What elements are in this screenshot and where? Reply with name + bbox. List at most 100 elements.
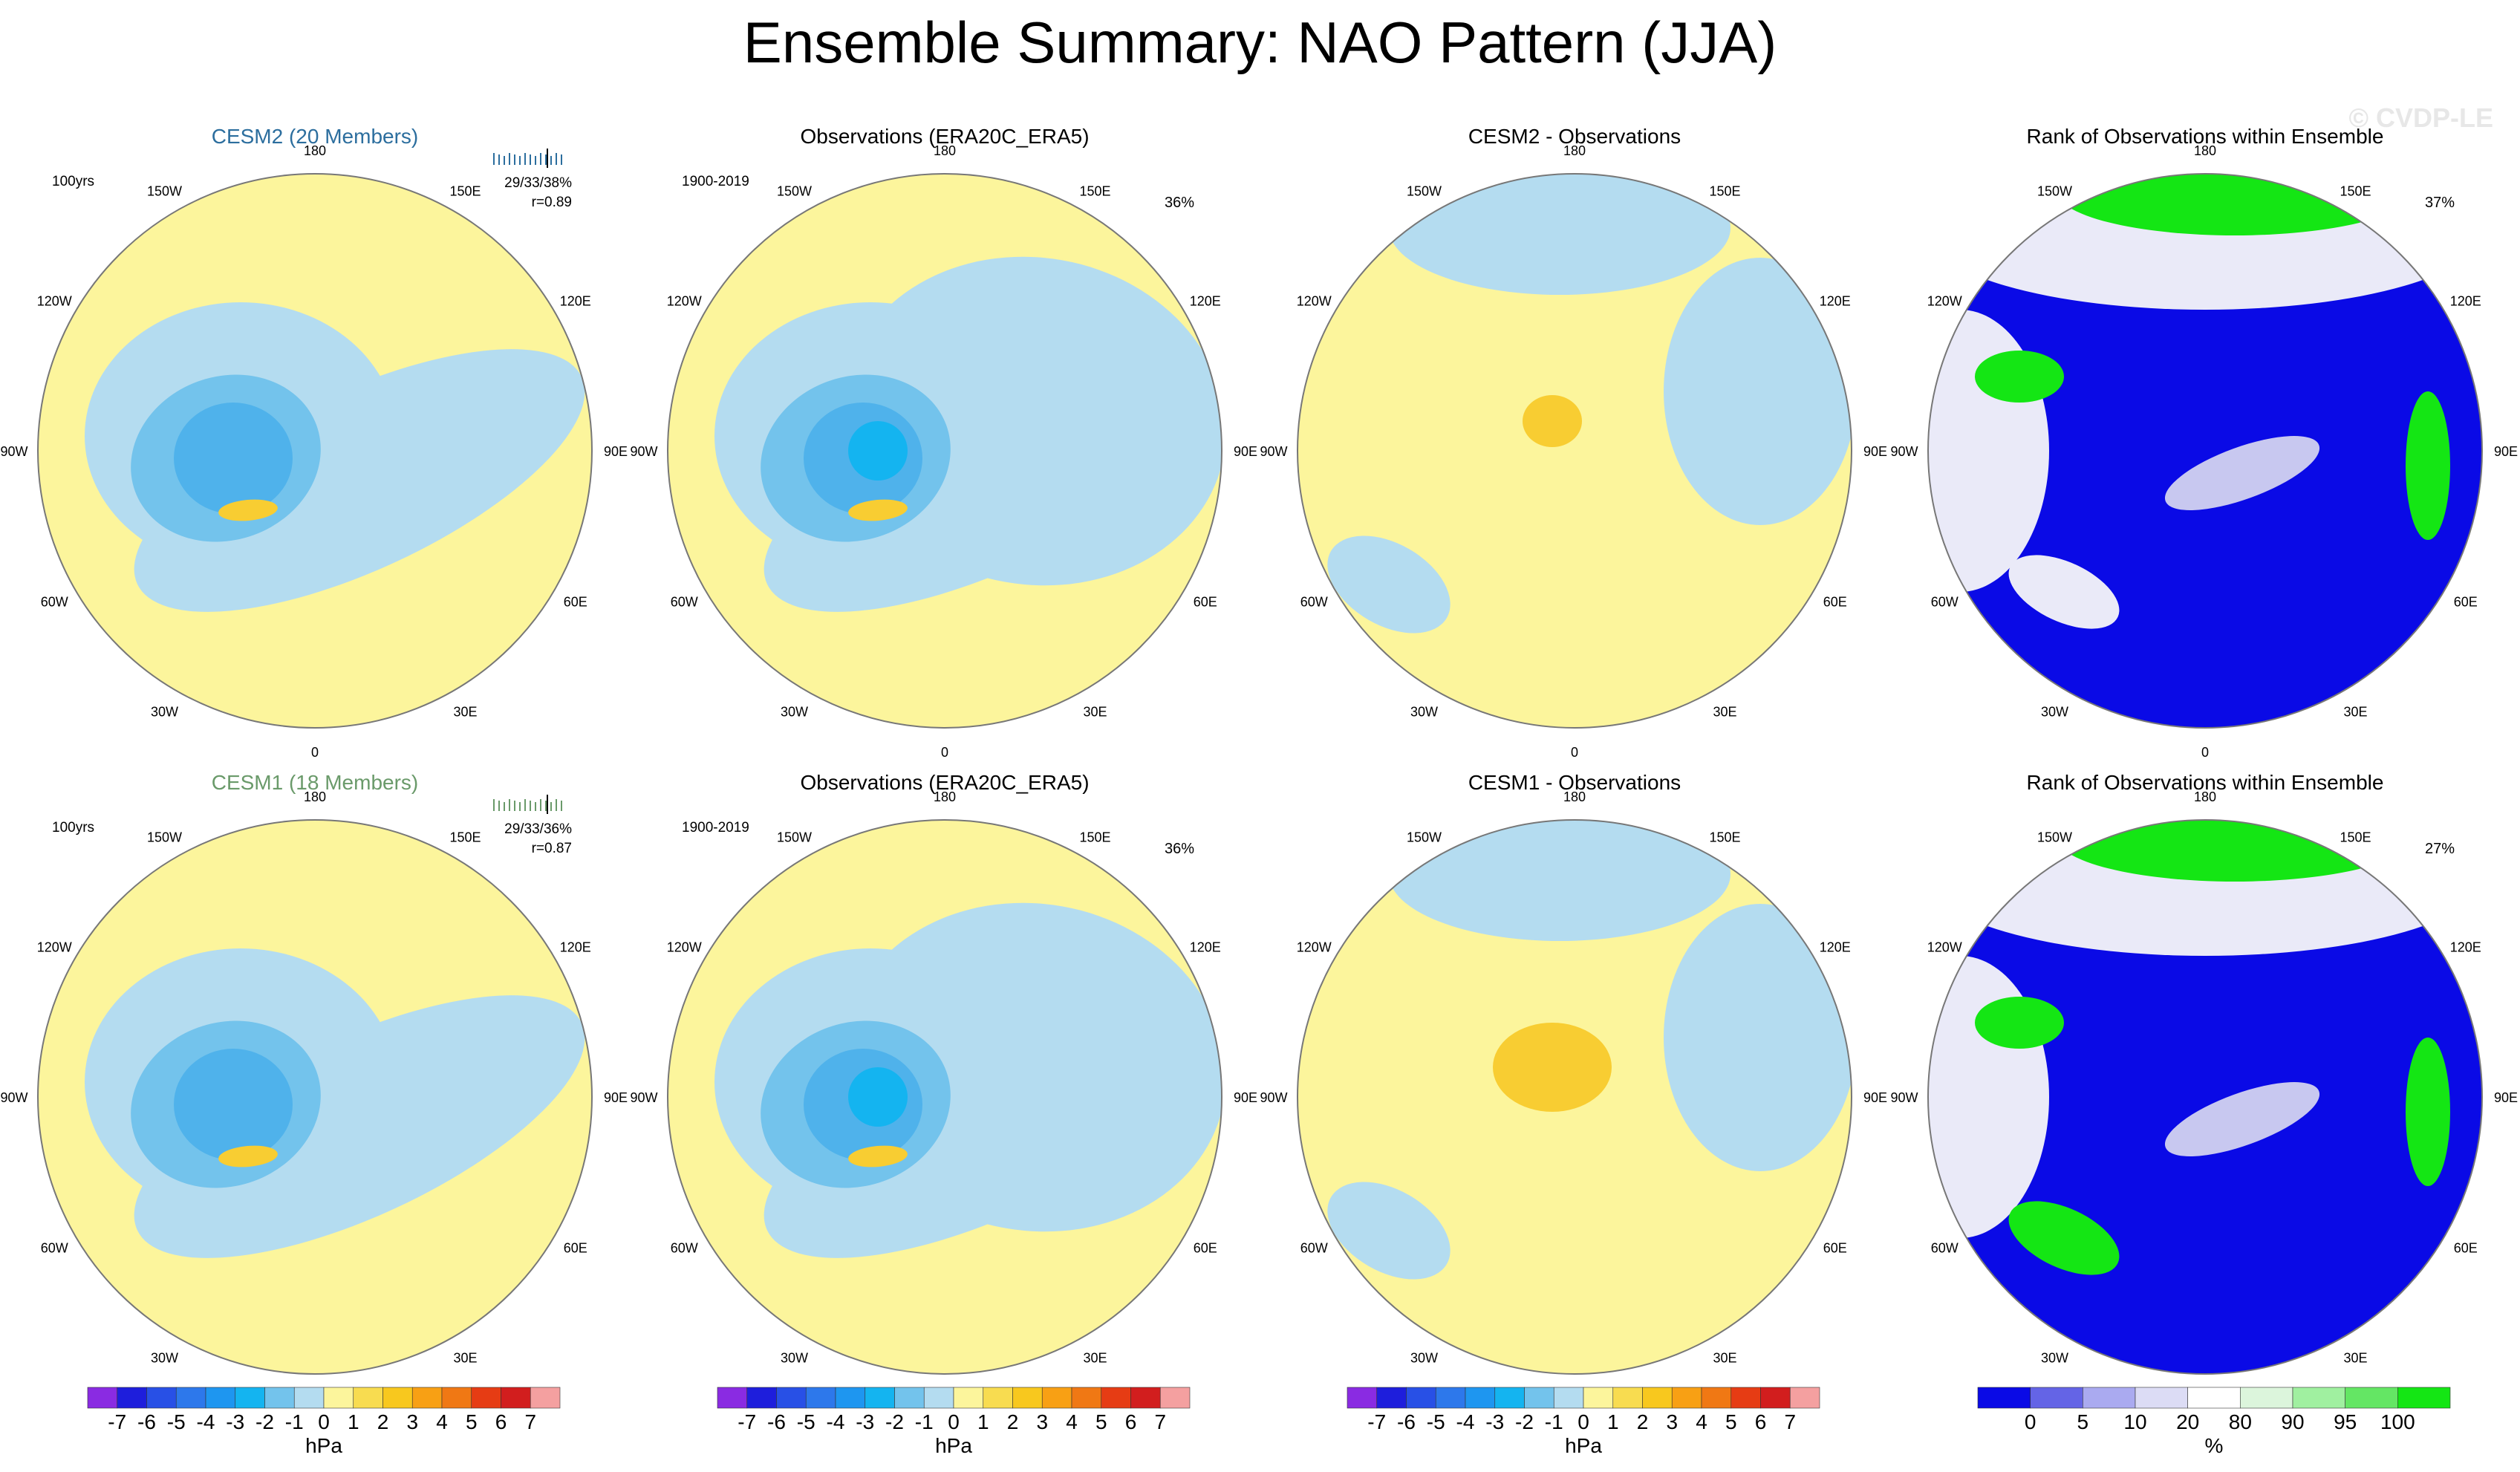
- colorbar-tick-label: 5: [466, 1410, 478, 1433]
- colorbar: -7 -6 -5 -4 -3 -2 -1 0 1 2 3 4 5 6 7 hPa: [630, 1383, 1260, 1457]
- longitude-label: 150E: [1709, 830, 1740, 844]
- longitude-label: 120E: [1190, 940, 1221, 955]
- map-panel: 180 150E 120E 90E 60E 30E 0 30W 60W 90W 120W 150W Ob…: [630, 111, 1260, 758]
- colorbar-unit: %: [2205, 1434, 2224, 1457]
- longitude-label: 120W: [1927, 294, 1962, 309]
- colorbar-tick-label: 1: [1607, 1410, 1619, 1433]
- longitude-label: 60W: [671, 595, 698, 610]
- colorbar-swatch: [1671, 1387, 1702, 1409]
- map-boundary: [37, 819, 593, 1375]
- longitude-label: 120E: [560, 940, 591, 955]
- longitude-label: 120E: [1820, 294, 1851, 309]
- longitude-label: 180: [934, 143, 956, 158]
- longitude-label: 30E: [2343, 1351, 2367, 1366]
- longitude-label: 150E: [449, 830, 481, 844]
- longitude-label: 120W: [667, 294, 702, 309]
- colorbar-swatch: [1012, 1387, 1043, 1409]
- colorbar-swatch: [2135, 1387, 2188, 1409]
- negative-region: [1664, 904, 1852, 1171]
- colorbar-swatch: [983, 1387, 1013, 1409]
- map-boundary: [1927, 173, 2483, 729]
- positive-anomaly: [1523, 395, 1582, 447]
- colorbar-swatch: [1465, 1387, 1496, 1409]
- longitude-label: 150W: [777, 183, 812, 198]
- colorbar-swatch: [146, 1387, 177, 1409]
- low-core: [848, 421, 908, 481]
- colorbar-swatch: [923, 1387, 954, 1409]
- colorbar-tick-label: -1: [1545, 1410, 1563, 1433]
- panel-title: CESM1 - Observations: [1468, 771, 1681, 794]
- longitude-label: 120E: [1190, 294, 1221, 309]
- rank-high-region: [1975, 997, 2064, 1049]
- longitude-label: 30W: [151, 1351, 178, 1366]
- colorbar-tick-label: -6: [137, 1410, 156, 1433]
- colorbar: -7 -6 -5 -4 -3 -2 -1 0 1 2 3 4 5 6 7 hPa: [0, 1383, 630, 1457]
- map-boundary: [1297, 819, 1852, 1375]
- map-panel: 180 150E 120E 90E 60E 30E 0 30W 60W 90W 120W 150W CE…: [0, 111, 630, 758]
- longitude-label: 180: [2194, 789, 2216, 804]
- longitude-label: 60W: [41, 595, 68, 610]
- colorbar-swatch: [1553, 1387, 1584, 1409]
- colorbar-swatch: [293, 1387, 325, 1409]
- colorbar-swatch: [1435, 1387, 1466, 1409]
- rank-mid-region: [2164, 436, 2320, 510]
- colorbar-tick-label: 0: [2025, 1410, 2036, 1433]
- colorbar-tick-label: 4: [1066, 1410, 1078, 1433]
- longitude-label: 60E: [2454, 595, 2478, 610]
- colorbar-swatch: [1101, 1387, 1131, 1409]
- colorbar-swatch: [471, 1387, 501, 1409]
- map-boundary: [667, 173, 1222, 729]
- longitude-label: 150E: [1079, 830, 1110, 844]
- longitude-label: 90E: [1234, 444, 1257, 459]
- longitude-label: 30E: [1713, 1351, 1736, 1366]
- longitude-label: 90W: [1890, 1090, 1918, 1105]
- longitude-label: 90W: [0, 444, 27, 459]
- figure-title: Ensemble Summary: NAO Pattern (JJA): [743, 10, 1777, 75]
- pattern-correlation: r=0.89: [531, 195, 572, 210]
- colorbar-tick-label: -5: [797, 1410, 815, 1433]
- longitude-label: 120W: [667, 940, 702, 955]
- longitude-label: 120E: [560, 294, 591, 309]
- colorbar-swatch: [953, 1387, 984, 1409]
- colorbar-swatch: [382, 1387, 413, 1409]
- map-panel: 180 150E 120E 90E 60E 30E 0 30W 60W 90W 120W 150W Ra…: [1890, 111, 2520, 758]
- colorbar-tick-label: 1: [977, 1410, 989, 1433]
- panel-title: CESM2 - Observations: [1468, 125, 1681, 148]
- member-spread-ticks: [493, 149, 562, 168]
- period-label: 100yrs: [52, 174, 95, 189]
- colorbar-tick-label: 0: [318, 1410, 330, 1433]
- colorbar-swatch: [1376, 1387, 1407, 1409]
- colorbar-swatch: [235, 1387, 265, 1409]
- colorbar-tick-label: -4: [827, 1410, 845, 1433]
- longitude-label: 30W: [781, 705, 808, 720]
- negative-region: [1389, 820, 1731, 941]
- colorbar-swatch: [1524, 1387, 1554, 1409]
- colorbar-swatch: [2083, 1387, 2136, 1409]
- colorbar-swatch: [865, 1387, 895, 1409]
- colorbar-swatch: [1642, 1387, 1673, 1409]
- colorbar-tick-label: 20: [2176, 1410, 2199, 1433]
- rank-high-region: [2008, 555, 2120, 629]
- panel-title: Rank of Observations within Ensemble: [2026, 125, 2384, 148]
- colorbar-tick-label: 90: [2281, 1410, 2304, 1433]
- longitude-label: 30W: [781, 1351, 808, 1366]
- negative-region: [1327, 535, 1451, 634]
- longitude-label: 180: [1563, 143, 1586, 158]
- longitude-label: 180: [304, 143, 326, 158]
- longitude-label: 60W: [1300, 1241, 1328, 1256]
- colorbar-swatch: [441, 1387, 472, 1409]
- panel-title: Rank of Observations within Ensemble: [2026, 771, 2384, 794]
- colorbar-swatch: [205, 1387, 236, 1409]
- negative-region: [841, 256, 1222, 586]
- longitude-label: 90E: [1234, 1090, 1257, 1105]
- watermark: © CVDP-LE: [2348, 102, 2493, 133]
- colorbar-swatch: [2397, 1387, 2451, 1409]
- colorbar-swatch: [323, 1387, 354, 1409]
